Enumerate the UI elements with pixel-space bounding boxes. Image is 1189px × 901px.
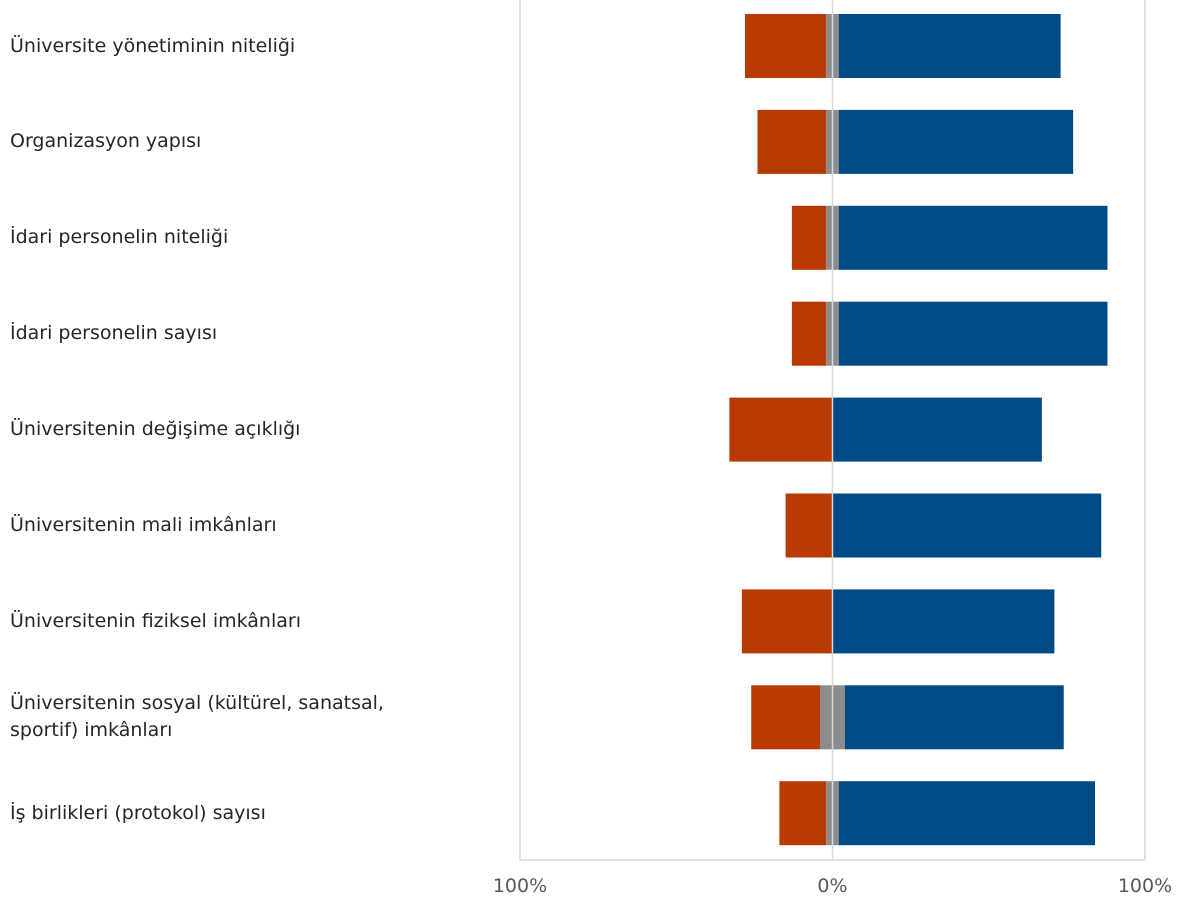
x-tick-label: 100%: [1118, 875, 1172, 897]
category-label-text: İş birlikleri (protokol) sayısı: [10, 801, 266, 824]
category-label: İdari personelin niteliği: [10, 208, 440, 268]
category-label: Üniversite yönetiminin niteliği: [10, 16, 440, 76]
bar-positive: [838, 109, 1074, 174]
bar-positive: [838, 205, 1108, 270]
bar-positive: [845, 685, 1064, 750]
bar-positive: [838, 781, 1095, 846]
bar-positive: [832, 589, 1055, 654]
bar-positive: [832, 397, 1042, 462]
bar-negative: [757, 109, 827, 174]
bar-negative: [729, 397, 833, 462]
category-label: İş birlikleri (protokol) sayısı: [10, 783, 440, 843]
category-label-text: Üniversitenin mali imkânları: [10, 514, 277, 536]
bar-negative: [751, 685, 820, 750]
bar-negative: [785, 493, 833, 558]
category-label-text: Üniversite yönetiminin niteliği: [10, 34, 296, 57]
bar-positive: [838, 301, 1108, 366]
category-label-text: Üniversitenin fiziksel imkânları: [10, 609, 301, 632]
category-label: İdari personelin sayısı: [10, 304, 440, 364]
category-label: Organizasyon yapısı: [10, 112, 440, 172]
bar-negative: [779, 781, 827, 846]
category-label-text: İdari personelin sayısı: [10, 322, 218, 345]
x-tick-label: 100%: [493, 875, 547, 897]
category-label: Üniversitenin mali imkânları: [10, 496, 440, 556]
x-tick-label: 0%: [817, 875, 847, 897]
bar-negative: [745, 14, 827, 78]
category-label-text: Üniversitenin değişime açıklığı: [10, 418, 301, 441]
bar-negative: [791, 205, 827, 270]
category-label: Üniversitenin değişime açıklığı: [10, 400, 440, 460]
bar-positive: [838, 14, 1061, 78]
category-label: Üniversitenin fiziksel imkânları: [10, 591, 440, 651]
category-label: Üniversitenin sosyal (kültürel, sanatsal…: [10, 687, 440, 747]
bar-positive: [832, 493, 1102, 558]
category-label-text: Üniversitenin sosyal (kültürel, sanatsal…: [10, 692, 384, 742]
bar-negative: [741, 589, 833, 654]
bar-negative: [791, 301, 827, 366]
category-label-text: İdari personelin niteliği: [10, 226, 229, 249]
category-label-text: Organizasyon yapısı: [10, 130, 202, 153]
